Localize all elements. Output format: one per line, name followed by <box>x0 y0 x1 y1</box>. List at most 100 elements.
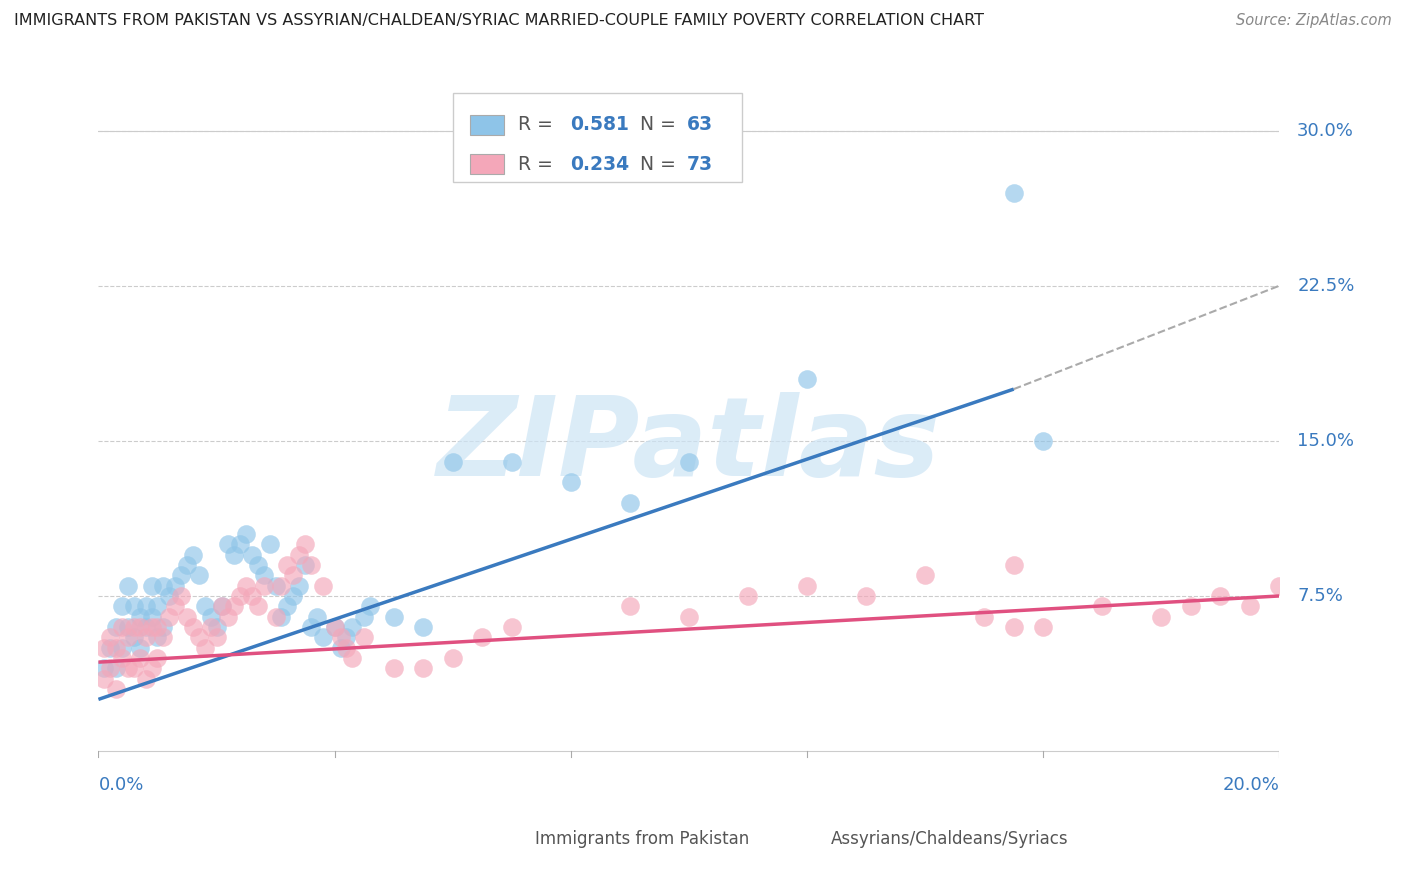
Point <box>128 651 150 665</box>
Point <box>235 527 257 541</box>
Point <box>122 630 145 644</box>
Point <box>111 651 134 665</box>
Point <box>501 454 523 468</box>
Point <box>211 599 233 614</box>
Point <box>141 579 163 593</box>
Point <box>973 609 995 624</box>
Text: Assyrians/Chaldeans/Syriacs: Assyrians/Chaldeans/Syriacs <box>831 830 1069 848</box>
Point <box>323 620 346 634</box>
Point <box>353 630 375 644</box>
Point <box>224 599 246 614</box>
Point <box>98 630 121 644</box>
Point <box>335 640 357 655</box>
Text: 7.5%: 7.5% <box>1298 587 1343 605</box>
Point <box>914 568 936 582</box>
Text: 30.0%: 30.0% <box>1298 121 1354 139</box>
Point <box>105 661 128 675</box>
Point <box>122 661 145 675</box>
Point <box>187 630 209 644</box>
Point <box>412 661 434 675</box>
Text: 0.581: 0.581 <box>569 115 628 135</box>
Point <box>229 537 252 551</box>
Text: N =: N = <box>627 115 682 135</box>
Point <box>152 579 174 593</box>
Point <box>98 640 121 655</box>
Point <box>353 609 375 624</box>
Point <box>240 589 263 603</box>
Point <box>1180 599 1202 614</box>
Point <box>211 599 233 614</box>
Point <box>146 651 169 665</box>
Point <box>335 630 357 644</box>
Point <box>501 620 523 634</box>
Point <box>264 579 287 593</box>
Point <box>152 620 174 634</box>
Point <box>264 609 287 624</box>
Point <box>122 620 145 634</box>
Point <box>342 651 364 665</box>
Point <box>1002 620 1025 634</box>
Point <box>796 579 818 593</box>
Point <box>111 640 134 655</box>
Point <box>382 609 405 624</box>
Point <box>441 454 464 468</box>
Point <box>229 589 252 603</box>
Text: R =: R = <box>517 115 558 135</box>
Point <box>217 609 239 624</box>
Point <box>135 599 157 614</box>
Point <box>170 589 193 603</box>
Point <box>146 620 169 634</box>
Point <box>224 548 246 562</box>
Point <box>200 609 222 624</box>
Point <box>200 620 222 634</box>
Point <box>276 599 298 614</box>
Point <box>305 609 328 624</box>
Point <box>441 651 464 665</box>
Point <box>93 661 115 675</box>
Point <box>235 579 257 593</box>
Point <box>93 672 115 686</box>
Bar <box>471 154 503 174</box>
Point <box>157 609 180 624</box>
Point <box>122 599 145 614</box>
Text: 0.0%: 0.0% <box>98 776 143 794</box>
Point <box>181 620 204 634</box>
Text: 22.5%: 22.5% <box>1298 277 1354 294</box>
Point <box>194 599 217 614</box>
Point <box>246 599 269 614</box>
Point <box>253 579 276 593</box>
Point <box>359 599 381 614</box>
Point <box>128 640 150 655</box>
Point <box>135 630 157 644</box>
Point <box>283 568 305 582</box>
Point <box>342 620 364 634</box>
Point <box>678 454 700 468</box>
Point <box>105 640 128 655</box>
Point <box>240 548 263 562</box>
Point <box>146 599 169 614</box>
Text: R =: R = <box>517 154 558 174</box>
Point <box>329 640 352 655</box>
Text: Source: ZipAtlas.com: Source: ZipAtlas.com <box>1236 13 1392 29</box>
Point <box>246 558 269 572</box>
Text: 20.0%: 20.0% <box>1223 776 1279 794</box>
Point <box>288 579 311 593</box>
Point <box>176 609 198 624</box>
Point <box>276 558 298 572</box>
Point <box>253 568 276 582</box>
Point <box>737 589 759 603</box>
Text: 73: 73 <box>686 154 713 174</box>
Point <box>294 537 316 551</box>
Point <box>152 630 174 644</box>
Point <box>135 672 157 686</box>
Point <box>205 620 228 634</box>
Point <box>141 620 163 634</box>
Point <box>299 620 322 634</box>
Point <box>117 630 139 644</box>
Point <box>1002 558 1025 572</box>
Point <box>329 630 352 644</box>
Point <box>270 579 292 593</box>
Point <box>128 609 150 624</box>
Point <box>619 496 641 510</box>
Point <box>135 620 157 634</box>
